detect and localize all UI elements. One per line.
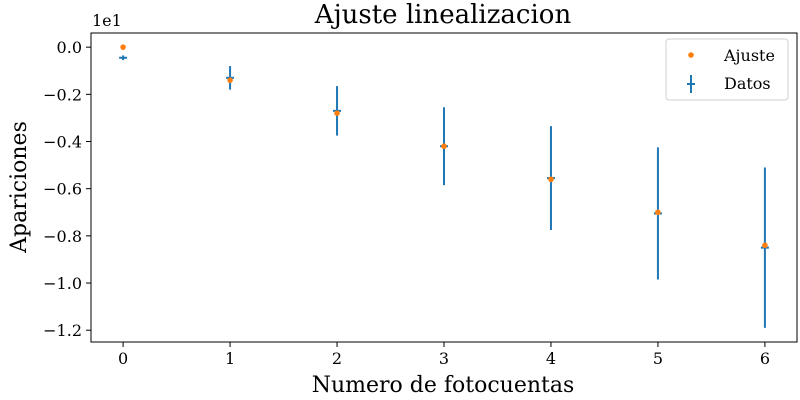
ajuste-point [441, 143, 447, 150]
ajuste-point [655, 209, 661, 216]
x-axis-ticks: 0 1 2 3 4 5 6 [118, 342, 770, 368]
legend-datos-label: Datos [724, 74, 771, 93]
y-tick-label: −0.4 [43, 133, 82, 152]
x-tick-label: 1 [225, 349, 235, 368]
ajuste-point [120, 44, 126, 50]
y-offset-label: 1e1 [92, 11, 122, 30]
x-tick-label: 5 [653, 349, 663, 368]
ajuste-point [548, 176, 554, 183]
y-tick-label: −1.2 [43, 321, 82, 340]
x-axis-label: Numero de fotocuentas [312, 373, 575, 398]
ajuste-point [762, 242, 768, 249]
y-axis-label: Apariciones [7, 121, 32, 254]
y-axis-ticks: 0.0 −0.2 −0.4 −0.6 −0.8 −1.0 −1.2 [43, 38, 91, 340]
legend-ajuste-marker [688, 52, 694, 58]
x-tick-label: 6 [760, 349, 770, 368]
y-tick-label: −0.8 [43, 227, 82, 246]
x-tick-label: 3 [439, 349, 449, 368]
legend-ajuste-label: Ajuste [723, 46, 775, 65]
x-tick-label: 4 [546, 349, 556, 368]
y-tick-label: −1.0 [43, 274, 82, 293]
chart-title: Ajuste linealizacion [314, 0, 572, 30]
legend-frame [665, 38, 789, 101]
y-tick-label: −0.2 [43, 85, 82, 104]
legend: Ajuste Datos [665, 38, 789, 101]
y-tick-label: 0.0 [57, 38, 82, 57]
x-tick-label: 0 [118, 349, 128, 368]
y-tick-label: −0.6 [43, 180, 82, 199]
ajuste-point [227, 77, 233, 83]
data-marks [119, 44, 769, 328]
x-tick-label: 2 [332, 349, 342, 368]
ajuste-point [334, 110, 340, 116]
